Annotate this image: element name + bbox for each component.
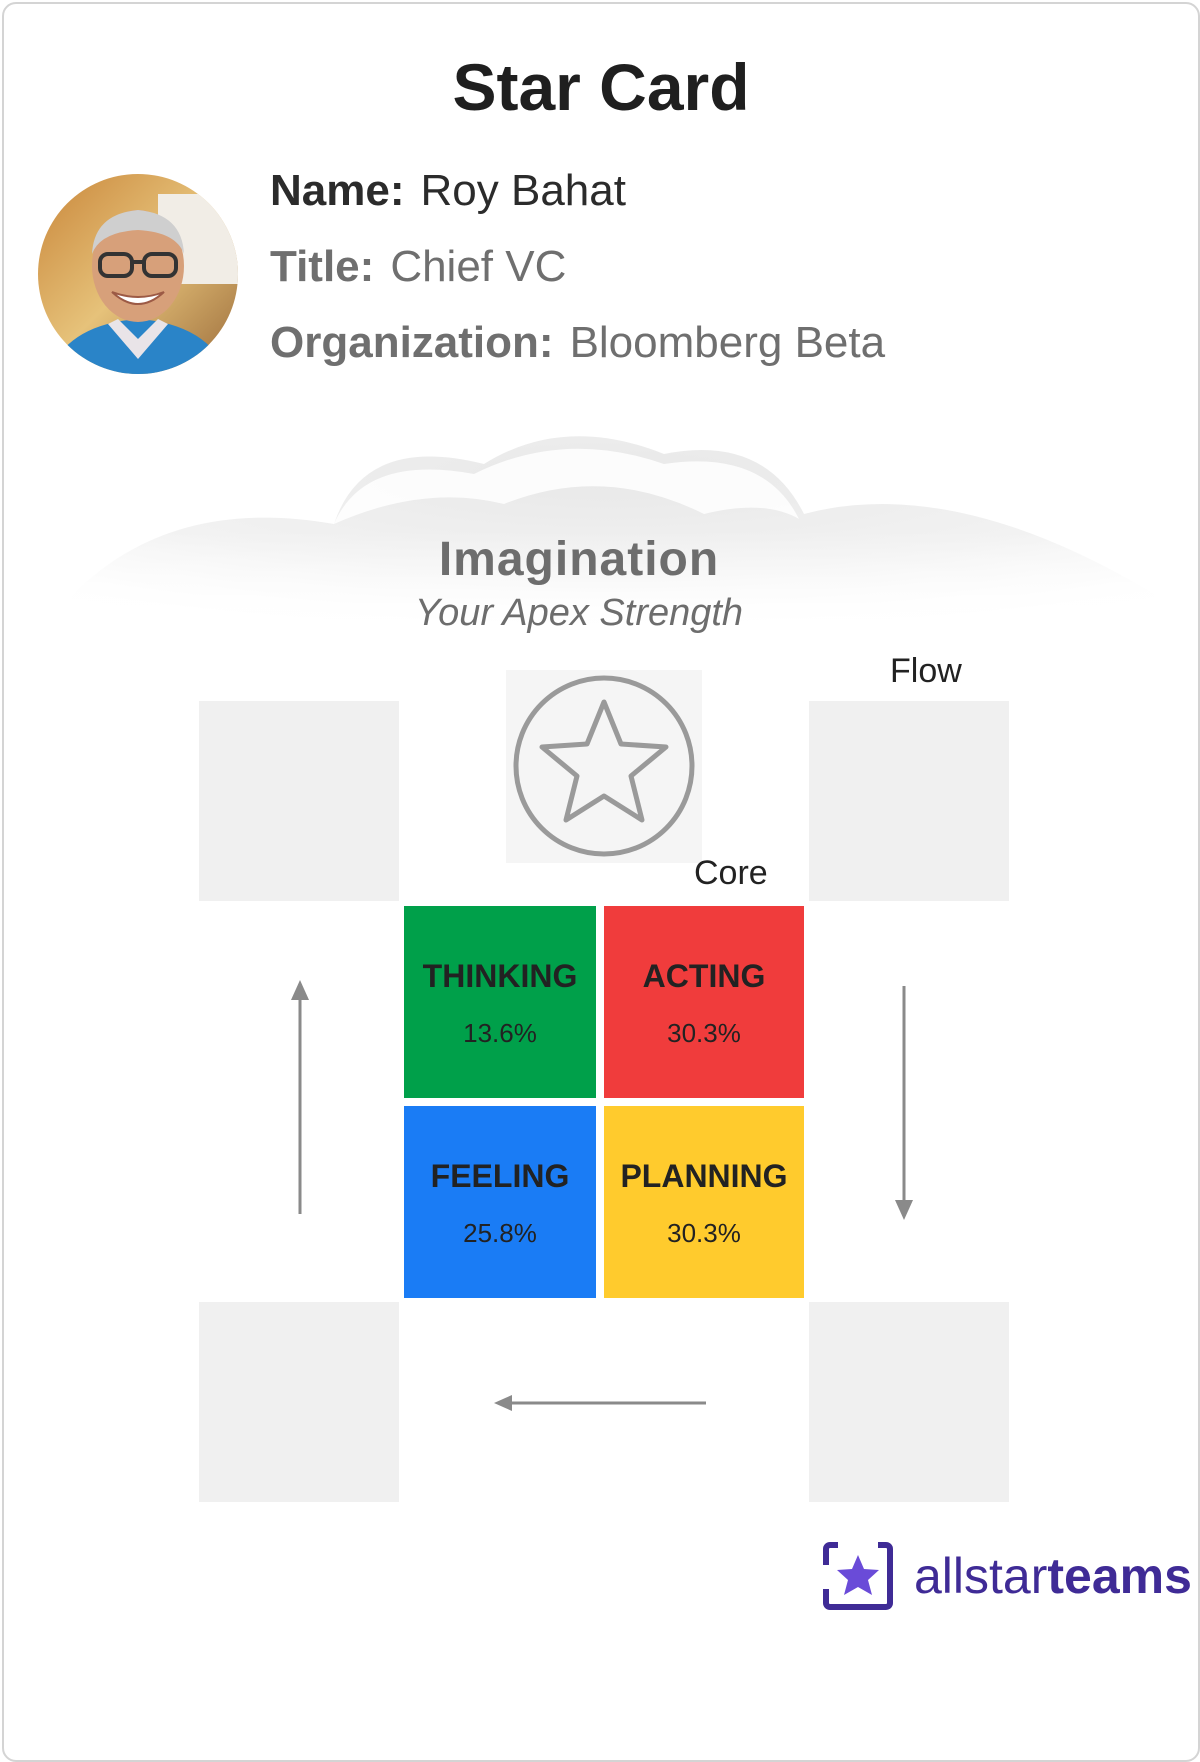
cloud-background <box>4 404 1198 634</box>
flow-slot-top-right <box>809 701 1009 901</box>
quadrant-acting: ACTING 30.3% <box>604 906 804 1098</box>
logo-text-bold: teams <box>1047 1548 1192 1604</box>
allstarteams-logo-text: allstarteams <box>914 1547 1192 1605</box>
organization-row: Organization: Bloomberg Beta <box>270 318 885 368</box>
title-row: Title: Chief VC <box>270 242 566 292</box>
quadrant-name: THINKING <box>422 958 578 994</box>
name-label: Name: <box>270 166 405 215</box>
arrow-up-icon <box>291 980 309 1214</box>
logo-text-light: allstar <box>914 1548 1048 1604</box>
arrow-left-icon <box>494 1395 706 1411</box>
flow-slot-top-left <box>199 701 399 901</box>
title-label: Title: <box>270 242 375 291</box>
card-title: Star Card <box>452 50 750 124</box>
quadrant-feeling: FEELING 25.8% <box>404 1106 596 1298</box>
quadrant-thinking: THINKING 13.6% <box>404 906 596 1098</box>
name-row: Name: Roy Bahat <box>270 166 626 216</box>
flow-slot-bottom-left <box>199 1302 399 1502</box>
quadrant-name: PLANNING <box>620 1158 788 1194</box>
flow-label: Flow <box>890 652 962 690</box>
organization-label: Organization: <box>270 318 554 367</box>
apex-strength-subtitle: Your Apex Strength <box>414 592 744 634</box>
apex-star-badge <box>506 670 702 863</box>
apex-strength-name: Imagination <box>438 533 720 586</box>
quadrant-value: 25.8% <box>463 1218 537 1248</box>
quadrant-value: 13.6% <box>463 1018 537 1048</box>
allstarteams-logo-icon <box>822 1539 893 1610</box>
star-icon <box>513 675 695 857</box>
flow-slot-bottom-right <box>809 1302 1009 1502</box>
arrow-down-icon <box>895 986 913 1220</box>
name-value: Roy Bahat <box>420 166 626 215</box>
quadrant-value: 30.3% <box>667 1018 741 1048</box>
quadrant-name: FEELING <box>430 1158 570 1194</box>
organization-value: Bloomberg Beta <box>569 318 886 367</box>
quadrant-value: 30.3% <box>667 1218 741 1248</box>
quadrant-name: ACTING <box>642 958 766 994</box>
core-label: Core <box>694 854 768 892</box>
quadrant-planning: PLANNING 30.3% <box>604 1106 804 1298</box>
title-value: Chief VC <box>390 242 567 291</box>
profile-avatar <box>38 174 238 374</box>
